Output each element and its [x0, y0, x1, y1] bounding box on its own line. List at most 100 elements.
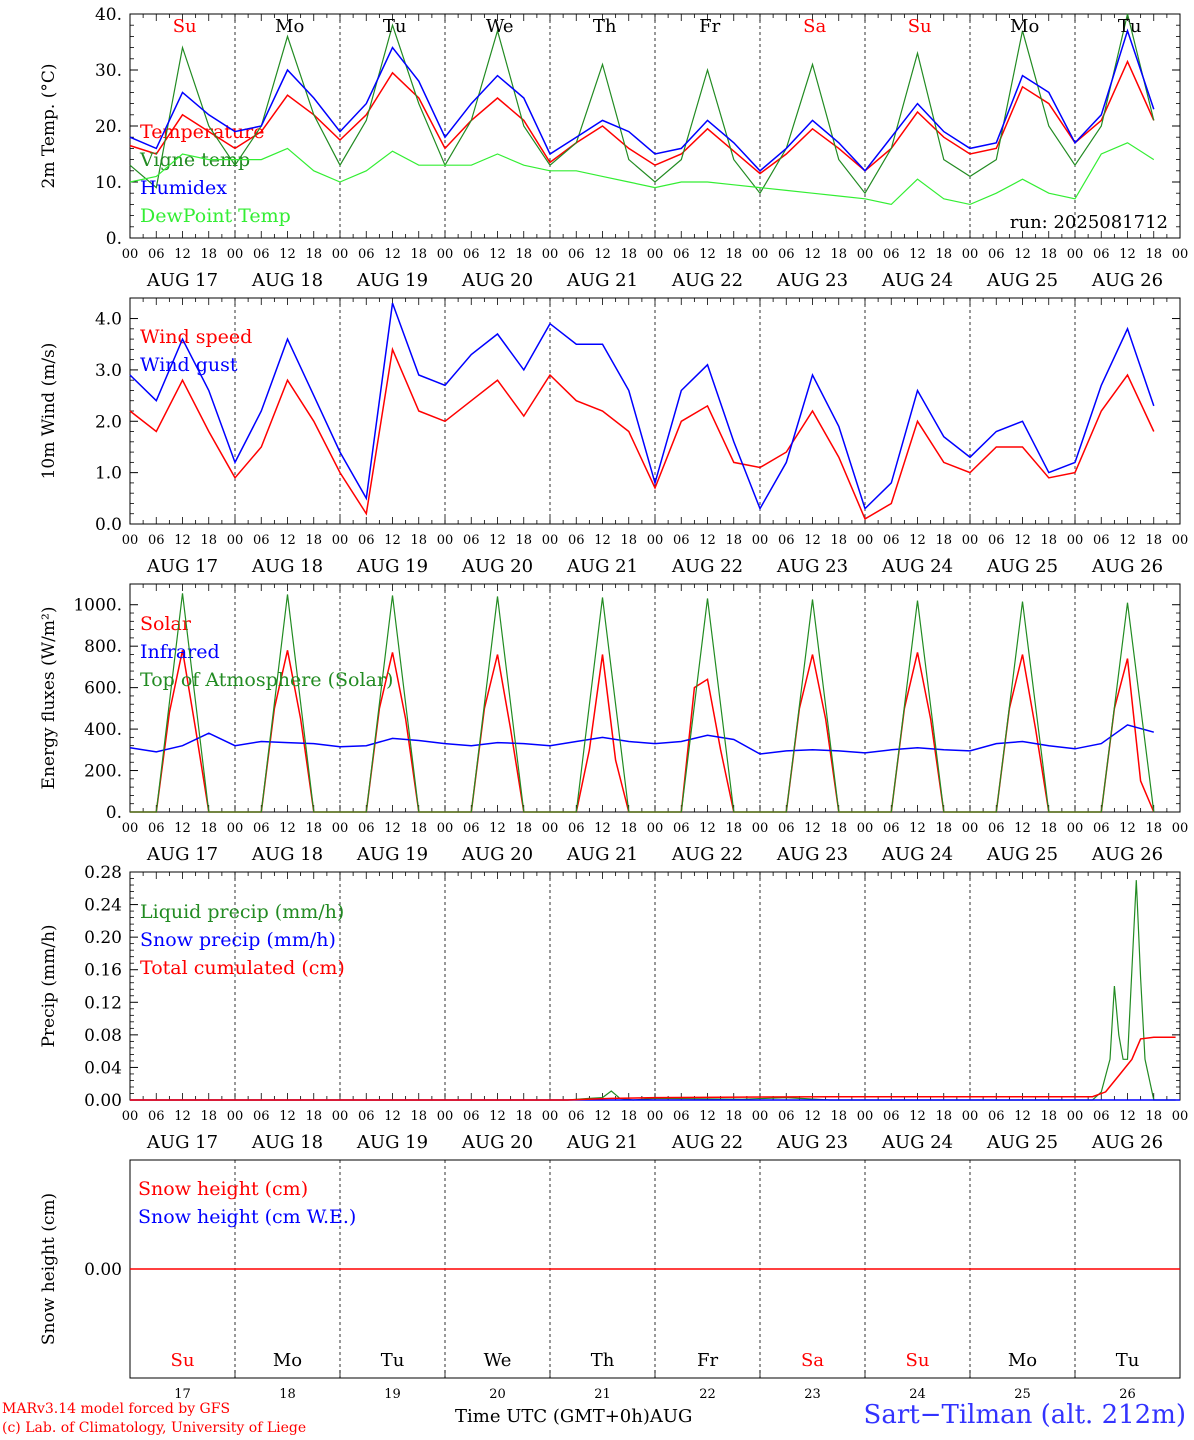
- hour-tick-label: 00: [1067, 1109, 1084, 1124]
- hour-tick-label: 12: [1119, 821, 1136, 836]
- legend-entry: Top of Atmosphere (Solar): [140, 669, 393, 691]
- hour-tick-label: 06: [1093, 1109, 1110, 1124]
- legend-entry: Liquid precip (mm/h): [140, 901, 344, 923]
- hour-tick-label: 12: [489, 821, 506, 836]
- hour-tick-label: 18: [200, 247, 217, 262]
- hour-tick-label: 12: [384, 533, 401, 548]
- y-axis-label: 10m Wind (m/s): [39, 343, 59, 480]
- y-tick-label: 1000.: [73, 596, 122, 616]
- model-credit: MARv3.14 model forced by GFS: [2, 1401, 231, 1417]
- day-of-week-label: Tu: [381, 1350, 405, 1371]
- temp-panel: 0. 10. 20. 30. 40. 2m Temp. (°C) Temperature Vi…: [39, 5, 1188, 291]
- hour-tick-label: 06: [463, 533, 480, 548]
- hour-tick-label: 18: [935, 533, 952, 548]
- day-number-label: 24: [909, 1387, 926, 1402]
- day-number-label: 18: [279, 1387, 296, 1402]
- y-tick-label: 600.: [84, 679, 122, 699]
- hour-tick-label: 12: [384, 247, 401, 262]
- day-of-week-label: Fr: [697, 1350, 718, 1371]
- date-label: AUG 23: [776, 270, 848, 291]
- hour-tick-label: 18: [305, 533, 322, 548]
- y-axis-label: Energy fluxes (W/m²): [39, 607, 59, 790]
- hour-tick-label: 00: [962, 247, 979, 262]
- date-label: AUG 20: [461, 270, 533, 291]
- hour-tick-label: 18: [1145, 247, 1162, 262]
- y-tick-label: 0.08: [84, 1026, 122, 1046]
- date-label: AUG 26: [1091, 270, 1163, 291]
- series-line-total-cumulated-cm-: [130, 1036, 1176, 1101]
- hour-tick-label: 00: [122, 533, 139, 548]
- hour-tick-label: 06: [358, 247, 375, 262]
- y-tick-label: 0.16: [84, 961, 122, 981]
- hour-tick-label: 00: [542, 1109, 559, 1124]
- hour-tick-label: 12: [594, 533, 611, 548]
- date-label: AUG 17: [146, 844, 218, 865]
- hour-tick-label: 00: [857, 821, 874, 836]
- y-tick-label: 40.: [95, 5, 122, 25]
- day-of-week-label: Tu: [383, 16, 407, 37]
- date-label: AUG 26: [1091, 556, 1163, 577]
- series-line-temperature: [129, 59, 1155, 175]
- date-label: AUG 18: [251, 270, 323, 291]
- y-tick-label: 0.24: [84, 896, 122, 916]
- legend-entry: Snow height (cm W.E.): [138, 1206, 356, 1228]
- date-label: AUG 23: [776, 844, 848, 865]
- day-number-label: 19: [384, 1387, 401, 1402]
- hour-tick-label: 06: [463, 247, 480, 262]
- hour-tick-label: 12: [384, 821, 401, 836]
- date-label: AUG 17: [146, 270, 218, 291]
- date-label: AUG 24: [881, 270, 953, 291]
- hour-tick-label: 00: [857, 1109, 874, 1124]
- hour-tick-label: 00: [332, 533, 349, 548]
- hour-tick-label: 06: [463, 821, 480, 836]
- y-axis-label: Snow height (cm): [39, 1193, 59, 1345]
- hour-tick-label: 18: [935, 1109, 952, 1124]
- hour-tick-label: 06: [253, 533, 270, 548]
- date-label: AUG 19: [356, 270, 428, 291]
- hour-tick-label: 12: [594, 1109, 611, 1124]
- day-of-week-label: Tu: [1116, 1350, 1140, 1371]
- day-of-week-label: Th: [591, 1350, 615, 1371]
- date-label: AUG 17: [146, 556, 218, 577]
- day-of-week-label: Tu: [1118, 16, 1142, 37]
- date-label: AUG 21: [566, 556, 638, 577]
- day-of-week-label: Sa: [803, 16, 826, 37]
- hour-tick-label: 06: [673, 1109, 690, 1124]
- hour-tick-label: 00: [122, 821, 139, 836]
- hour-tick-label: 18: [410, 821, 427, 836]
- hour-tick-label: 18: [515, 1109, 532, 1124]
- date-label: AUG 22: [671, 556, 743, 577]
- hour-tick-label: 18: [725, 1109, 742, 1124]
- hour-tick-label: 06: [988, 1109, 1005, 1124]
- y-tick-label: 0.04: [84, 1058, 122, 1078]
- legend-entry: Wind gust: [140, 354, 238, 376]
- hour-tick-label: 12: [1119, 247, 1136, 262]
- day-number-label: 22: [699, 1387, 716, 1402]
- hour-tick-label: 00: [227, 533, 244, 548]
- hour-tick-label: 00: [1067, 247, 1084, 262]
- hour-tick-label: 12: [1119, 533, 1136, 548]
- date-label: AUG 26: [1091, 844, 1163, 865]
- hour-tick-label: 18: [515, 533, 532, 548]
- y-tick-label: 0.: [106, 803, 122, 823]
- hour-tick-label: 12: [699, 533, 716, 548]
- hour-tick-label: 00: [227, 247, 244, 262]
- y-tick-label: 10.: [95, 173, 122, 193]
- hour-tick-label: 06: [148, 533, 165, 548]
- hour-tick-label: 12: [1014, 821, 1031, 836]
- hour-tick-label: 00: [542, 821, 559, 836]
- hour-tick-label: 06: [778, 247, 795, 262]
- hour-tick-label: 06: [673, 821, 690, 836]
- hour-tick-label: 18: [1040, 821, 1057, 836]
- date-label: AUG 23: [776, 1132, 848, 1153]
- hour-tick-label: 00: [1172, 533, 1189, 548]
- date-label: AUG 25: [986, 1132, 1058, 1153]
- hour-tick-label: 00: [962, 821, 979, 836]
- day-of-week-label: Mo: [1008, 1350, 1037, 1371]
- y-tick-label: 30.: [95, 61, 122, 81]
- hour-tick-label: 00: [647, 821, 664, 836]
- hour-tick-label: 06: [778, 821, 795, 836]
- hour-tick-label: 18: [620, 533, 637, 548]
- hour-tick-label: 18: [830, 247, 847, 262]
